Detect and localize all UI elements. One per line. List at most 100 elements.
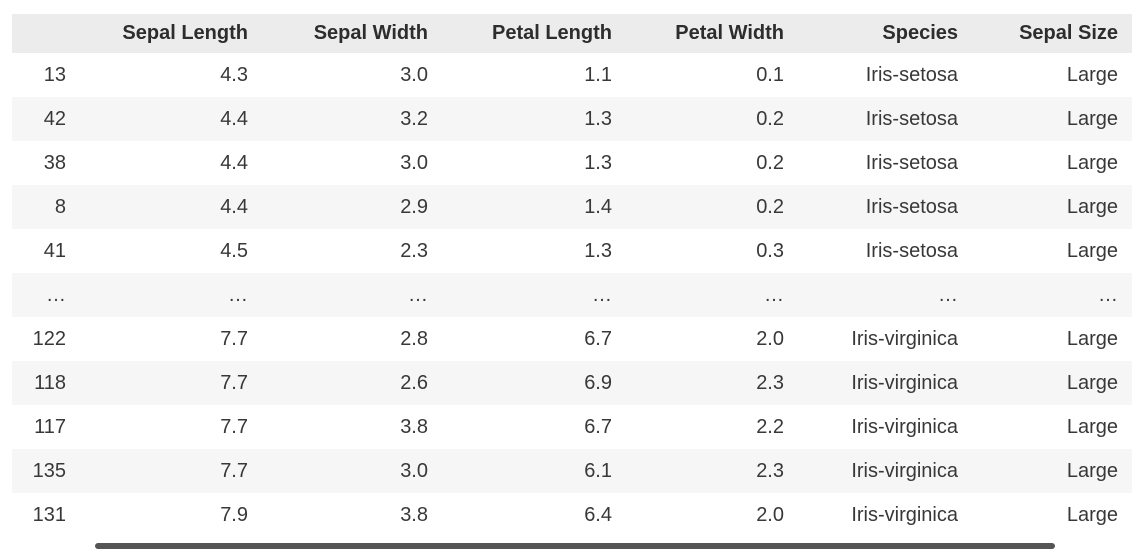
ellipsis-row: ………………… (12, 273, 1132, 317)
iris-data-table: Sepal Length Sepal Width Petal Length Petal… (12, 14, 1132, 537)
table-cell-sepal_length[interactable]: … (80, 273, 262, 317)
table-cell-sepal_length[interactable]: 4.4 (80, 97, 262, 141)
table-cell-petal_length[interactable]: 6.9 (442, 361, 626, 405)
table-header: Sepal Length Sepal Width Petal Length Petal… (12, 14, 1132, 53)
column-header-sepal_width[interactable]: Sepal Width (262, 14, 442, 53)
table-cell-sepal_length[interactable]: 7.9 (220, 503, 248, 526)
table-cell-sepal_length[interactable]: 7.7 (80, 361, 262, 405)
column-header-sepal_length[interactable]: Sepal Length (80, 14, 262, 53)
column-header-species[interactable]: Species (798, 14, 972, 53)
table-cell-petal_width[interactable]: 0.2 (626, 97, 798, 141)
horizontal-scrollbar-thumb[interactable] (95, 543, 1055, 549)
table-cell-petal_width[interactable]: 0.1 (756, 63, 784, 86)
table-cell-sepal_size[interactable]: Large (1066, 63, 1118, 86)
table-cell-species[interactable]: Iris-virginica (851, 503, 958, 526)
column-header-petal_width[interactable]: Petal Width (626, 14, 798, 53)
table-row: 8 4.4 2.9 1.4 0.2 Iris-setosa Large (12, 185, 1132, 229)
table-cell-index[interactable]: 118 (12, 361, 80, 405)
table-cell-sepal_size[interactable]: Large (1066, 327, 1118, 350)
column-header-sepal_size[interactable]: Sepal Size (972, 14, 1132, 53)
table-row: 38 4.4 3.0 1.3 0.2 Iris-setosa Large (12, 141, 1132, 185)
table-cell-petal_width[interactable]: 0.2 (626, 185, 798, 229)
table-cell-sepal_width[interactable]: 2.3 (400, 239, 428, 262)
table-cell-index[interactable]: 13 (43, 63, 66, 86)
table-row: 13 4.3 3.0 1.1 0.1 Iris-setosa Large (12, 53, 1132, 97)
table-cell-sepal_size[interactable]: Large (1066, 151, 1118, 174)
table-cell-sepal_length[interactable]: 4.4 (220, 151, 248, 174)
table-row: 41 4.5 2.3 1.3 0.3 Iris-setosa Large (12, 229, 1132, 273)
table-cell-index[interactable]: 38 (43, 151, 66, 174)
table-cell-sepal_size[interactable]: Large (972, 97, 1132, 141)
table-cell-species[interactable]: Iris-virginica (798, 449, 972, 493)
table-cell-sepal_width[interactable]: 3.0 (400, 151, 428, 174)
table-row: 118 7.7 2.6 6.9 2.3 Iris-virginica Large (12, 361, 1132, 405)
table-cell-sepal_length[interactable]: 7.7 (220, 415, 248, 438)
table-row: 117 7.7 3.8 6.7 2.2 Iris-virginica Large (12, 405, 1132, 449)
table-cell-index[interactable]: 117 (34, 415, 66, 438)
table-cell-species[interactable]: Iris-setosa (865, 151, 958, 174)
table-cell-species[interactable]: Iris-virginica (798, 361, 972, 405)
table-cell-sepal_size[interactable]: Large (972, 449, 1132, 493)
table-body: 13 4.3 3.0 1.1 0.1 Iris-setosa Large 42 4.4 3.2 1.… (12, 53, 1132, 537)
table-cell-index[interactable]: 8 (12, 185, 80, 229)
table-cell-index[interactable]: 131 (32, 503, 66, 526)
table-cell-petal_width[interactable]: 2.2 (756, 415, 784, 438)
table-cell-petal_width[interactable]: 2.0 (756, 503, 784, 526)
table-cell-sepal_size[interactable]: Large (972, 361, 1132, 405)
table-cell-sepal_width[interactable]: 3.8 (400, 415, 428, 438)
table-cell-index[interactable]: 135 (12, 449, 80, 493)
table-cell-sepal_length[interactable]: 4.5 (220, 239, 248, 262)
table-cell-petal_width[interactable]: 0.3 (756, 239, 784, 262)
table-row: 131 7.9 3.8 6.4 2.0 Iris-virginica Large (12, 493, 1132, 537)
table-cell-sepal_width[interactable]: 2.6 (262, 361, 442, 405)
table-cell-index[interactable]: … (12, 273, 80, 317)
dataframe-widget: Sepal Length Sepal Width Petal Length Petal… (12, 14, 1132, 537)
table-cell-petal_width[interactable]: 2.3 (626, 361, 798, 405)
column-header-petal_length[interactable]: Petal Length (442, 14, 626, 53)
table-cell-species[interactable]: … (798, 273, 972, 317)
table-cell-species[interactable]: Iris-setosa (798, 97, 972, 141)
table-cell-petal_length[interactable]: 6.4 (584, 503, 612, 526)
table-row: 42 4.4 3.2 1.3 0.2 Iris-setosa Large (12, 97, 1132, 141)
table-cell-sepal_size[interactable]: Large (1066, 415, 1118, 438)
table-cell-petal_length[interactable]: … (442, 273, 626, 317)
table-cell-petal_length[interactable]: 6.7 (584, 415, 612, 438)
table-cell-petal_length[interactable]: 1.3 (442, 97, 626, 141)
table-cell-sepal_size[interactable]: Large (1066, 239, 1118, 262)
table-cell-index[interactable]: 122 (32, 327, 66, 350)
table-cell-sepal_size[interactable]: … (972, 273, 1132, 317)
table-cell-sepal_width[interactable]: 3.0 (262, 449, 442, 493)
table-cell-sepal_width[interactable]: 2.8 (400, 327, 428, 350)
table-cell-petal_length[interactable]: 1.3 (584, 151, 612, 174)
table-cell-species[interactable]: Iris-virginica (851, 415, 958, 438)
table-cell-sepal_width[interactable]: 3.8 (400, 503, 428, 526)
table-cell-index[interactable]: 41 (43, 239, 66, 262)
table-cell-petal_length[interactable]: 1.1 (584, 63, 612, 86)
table-cell-sepal_size[interactable]: Large (972, 185, 1132, 229)
table-cell-sepal_size[interactable]: Large (1066, 503, 1118, 526)
table-cell-species[interactable]: Iris-setosa (865, 239, 958, 262)
table-cell-index[interactable]: 42 (12, 97, 80, 141)
table-cell-petal_length[interactable]: 1.3 (584, 239, 612, 262)
table-header-row: Sepal Length Sepal Width Petal Length Petal… (12, 14, 1132, 53)
table-cell-petal_width[interactable]: 2.0 (756, 327, 784, 350)
table-cell-sepal_width[interactable]: 2.9 (262, 185, 442, 229)
table-cell-sepal_width[interactable]: 3.2 (262, 97, 442, 141)
table-cell-petal_width[interactable]: … (626, 273, 798, 317)
table-cell-petal_length[interactable]: 6.7 (584, 327, 612, 350)
table-cell-petal_width[interactable]: 0.2 (756, 151, 784, 174)
table-cell-petal_length[interactable]: 1.4 (442, 185, 626, 229)
table-cell-sepal_length[interactable]: 4.3 (220, 63, 248, 86)
table-cell-petal_width[interactable]: 2.3 (626, 449, 798, 493)
table-cell-sepal_width[interactable]: … (262, 273, 442, 317)
table-cell-petal_length[interactable]: 6.1 (442, 449, 626, 493)
table-cell-sepal_length[interactable]: 4.4 (80, 185, 262, 229)
column-header-index[interactable] (12, 14, 80, 53)
table-row: 135 7.7 3.0 6.1 2.3 Iris-virginica Large (12, 449, 1132, 493)
table-cell-species[interactable]: Iris-setosa (798, 185, 972, 229)
table-cell-sepal_length[interactable]: 7.7 (80, 449, 262, 493)
table-cell-species[interactable]: Iris-setosa (865, 63, 958, 86)
table-cell-sepal_width[interactable]: 3.0 (400, 63, 428, 86)
table-cell-sepal_length[interactable]: 7.7 (220, 327, 248, 350)
table-cell-species[interactable]: Iris-virginica (851, 327, 958, 350)
